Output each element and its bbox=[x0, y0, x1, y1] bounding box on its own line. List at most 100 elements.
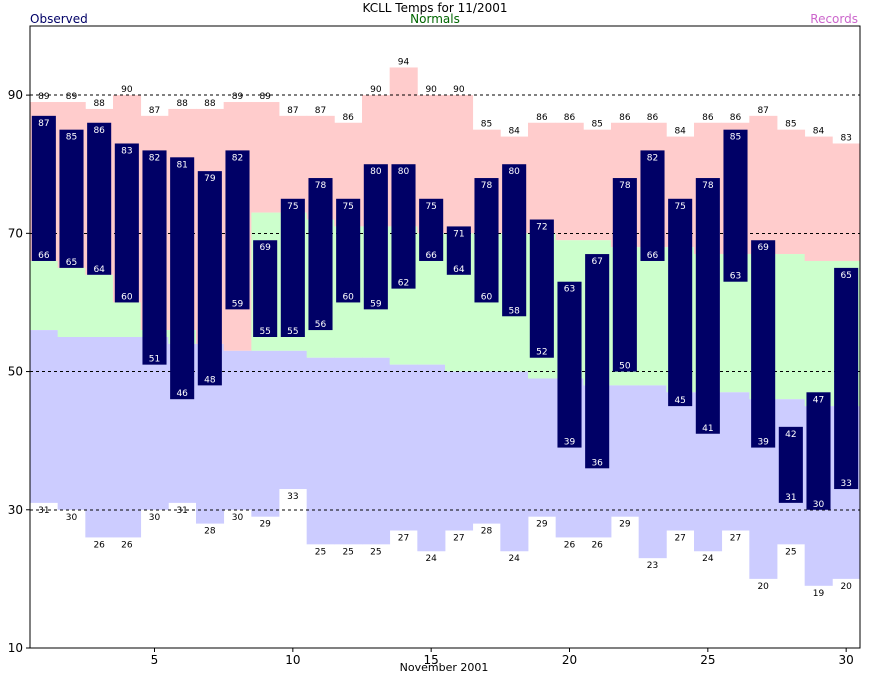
legend-records: Records bbox=[810, 12, 858, 26]
record-high-band bbox=[528, 122, 557, 234]
record-low-label: 30 bbox=[66, 513, 78, 523]
record-high-label: 85 bbox=[785, 120, 796, 130]
record-high-label: 86 bbox=[647, 113, 659, 123]
record-low-label: 29 bbox=[536, 520, 548, 530]
observed-bar bbox=[225, 150, 250, 310]
observed-low-label: 66 bbox=[425, 251, 437, 261]
observed-low-label: 51 bbox=[149, 355, 160, 365]
record-low-band bbox=[251, 350, 280, 517]
record-low-band bbox=[445, 371, 474, 531]
record-high-label: 86 bbox=[730, 113, 742, 123]
record-high-label: 86 bbox=[536, 113, 548, 123]
record-high-label: 89 bbox=[259, 92, 271, 102]
observed-high-label: 85 bbox=[66, 133, 77, 143]
observed-bar bbox=[308, 178, 333, 331]
record-high-band bbox=[832, 143, 861, 261]
record-high-label: 83 bbox=[840, 133, 851, 143]
record-high-label: 90 bbox=[370, 85, 382, 95]
observed-low-label: 60 bbox=[342, 292, 354, 302]
record-low-label: 26 bbox=[591, 540, 603, 550]
observed-high-label: 65 bbox=[840, 271, 851, 281]
observed-bar bbox=[59, 129, 84, 268]
observed-low-label: 30 bbox=[813, 500, 825, 510]
observed-bar bbox=[197, 171, 222, 386]
record-low-band bbox=[528, 378, 557, 517]
record-low-band bbox=[500, 371, 529, 552]
normal-band bbox=[113, 302, 142, 337]
observed-bar bbox=[806, 392, 831, 510]
record-low-band bbox=[721, 392, 750, 531]
observed-bar bbox=[336, 198, 361, 303]
x-tick-label: 25 bbox=[700, 653, 715, 667]
record-low-label: 25 bbox=[315, 547, 326, 557]
observed-bar bbox=[557, 281, 582, 448]
observed-low-label: 48 bbox=[204, 375, 216, 385]
observed-high-label: 87 bbox=[38, 119, 49, 129]
record-low-band bbox=[666, 392, 695, 531]
axis-ticks: 10 30 50 70 90 5 10 15 20 25 30 bbox=[8, 88, 854, 667]
observed-low-label: 60 bbox=[121, 292, 133, 302]
chart-title: KCLL Temps for 11/2001 bbox=[362, 1, 508, 15]
observed-low-label: 59 bbox=[370, 299, 382, 309]
observed-high-label: 78 bbox=[619, 181, 631, 191]
observed-high-label: 69 bbox=[259, 243, 271, 253]
observed-bar bbox=[419, 198, 444, 261]
record-low-label: 24 bbox=[425, 554, 437, 564]
observed-low-label: 31 bbox=[785, 493, 796, 503]
observed-high-label: 80 bbox=[398, 167, 410, 177]
y-tick-label: 90 bbox=[8, 88, 23, 102]
record-low-label: 28 bbox=[204, 527, 216, 537]
observed-high-label: 86 bbox=[93, 126, 105, 136]
observed-low-label: 66 bbox=[647, 251, 659, 261]
record-high-band bbox=[583, 129, 612, 241]
record-low-label: 28 bbox=[481, 527, 493, 537]
observed-bar bbox=[253, 240, 278, 337]
x-axis-label: November 2001 bbox=[400, 661, 489, 674]
observed-bar bbox=[695, 178, 720, 434]
observed-high-label: 78 bbox=[315, 181, 327, 191]
record-high-band bbox=[804, 136, 833, 261]
record-low-label: 20 bbox=[757, 582, 769, 592]
observed-high-label: 78 bbox=[481, 181, 493, 191]
record-low-label: 27 bbox=[398, 534, 409, 544]
observed-high-label: 42 bbox=[785, 430, 796, 440]
observed-high-label: 72 bbox=[536, 223, 547, 233]
observed-high-label: 82 bbox=[647, 153, 658, 163]
y-tick-label: 30 bbox=[8, 503, 23, 517]
observed-low-label: 33 bbox=[840, 479, 851, 489]
record-low-label: 25 bbox=[785, 547, 796, 557]
record-low-band bbox=[85, 337, 114, 538]
normal-band bbox=[638, 247, 667, 386]
observed-bar bbox=[391, 164, 416, 289]
record-high-label: 86 bbox=[564, 113, 576, 123]
record-low-label: 30 bbox=[149, 513, 161, 523]
observed-low-label: 52 bbox=[536, 348, 547, 358]
record-low-band bbox=[113, 337, 142, 538]
observed-bar bbox=[529, 219, 554, 358]
record-low-label: 33 bbox=[287, 492, 298, 502]
record-low-band bbox=[417, 364, 446, 552]
observed-low-label: 63 bbox=[730, 272, 741, 282]
record-high-band bbox=[749, 115, 778, 255]
record-low-band bbox=[57, 337, 86, 510]
normal-band bbox=[30, 260, 59, 331]
observed-high-label: 78 bbox=[702, 181, 714, 191]
x-tick-label: 20 bbox=[562, 653, 577, 667]
observed-high-label: 82 bbox=[232, 153, 243, 163]
observed-high-label: 75 bbox=[425, 202, 436, 212]
normal-band bbox=[57, 267, 86, 337]
data-labels: 87 66 89 31 85 65 89 30 86 64 88 26 83 60 90 26 82 51 87 30… bbox=[38, 57, 852, 598]
observed-bar bbox=[751, 240, 776, 448]
observed-bar bbox=[87, 122, 112, 275]
observed-bar bbox=[502, 164, 527, 317]
record-high-label: 87 bbox=[315, 106, 326, 116]
observed-high-label: 80 bbox=[370, 167, 382, 177]
record-high-label: 90 bbox=[121, 85, 133, 95]
observed-bar bbox=[474, 178, 499, 303]
record-low-label: 25 bbox=[370, 547, 381, 557]
record-low-label: 24 bbox=[702, 554, 714, 564]
normal-band bbox=[85, 274, 114, 337]
record-high-label: 86 bbox=[342, 113, 354, 123]
x-tick-label: 5 bbox=[151, 653, 159, 667]
observed-high-label: 83 bbox=[121, 146, 132, 156]
